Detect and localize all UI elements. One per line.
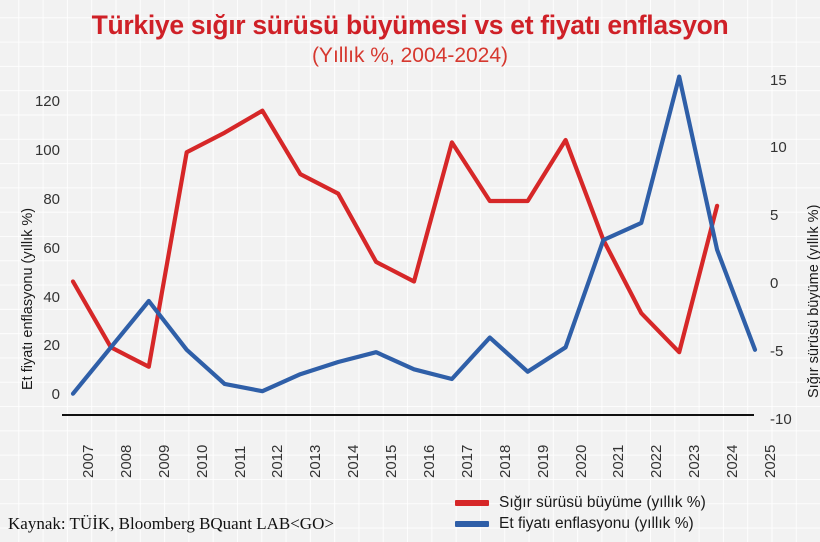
y-tick-left-40: 40 — [43, 288, 60, 306]
y-tick-right-15: 15 — [770, 71, 787, 89]
legend-item-1[interactable]: Et fiyatı enflasyonu (yıllık %) — [455, 513, 706, 534]
legend-label-1: Et fiyatı enflasyonu (yıllık %) — [499, 514, 694, 532]
x-tick-2020: 2020 — [572, 444, 590, 478]
x-tick-2018: 2018 — [496, 444, 514, 478]
line-sigir-surusu-buyume — [70, 108, 720, 369]
legend-label-0: Sığır sürüsü büyüme (yıllık %) — [499, 493, 706, 511]
x-axis-line — [62, 414, 754, 416]
chart-subtitle: (Yıllık %, 2004-2024) — [311, 44, 509, 67]
y-tick-left-0: 0 — [51, 386, 60, 404]
x-tick-2025: 2025 — [762, 444, 779, 478]
y-tick-left-80: 80 — [43, 190, 60, 208]
x-tick-2024: 2024 — [724, 444, 742, 478]
y-tick-left-120: 120 — [34, 93, 60, 111]
x-tick-2019: 2019 — [534, 444, 552, 478]
x-tick-2010: 2010 — [193, 444, 211, 478]
x-tick-2017: 2017 — [458, 444, 476, 478]
y-tick-right-0: 0 — [770, 274, 779, 292]
x-tick-2011: 2011 — [231, 445, 249, 478]
y-tick-right--5: -5 — [770, 342, 784, 360]
x-tick-2012: 2012 — [269, 444, 287, 478]
source-note: Kaynak: TÜİK, Bloomberg BQuant LAB<GO> — [8, 514, 334, 533]
y-tick-left-60: 60 — [43, 239, 60, 257]
y-tick-right-10: 10 — [770, 139, 787, 157]
y-tick-left-20: 20 — [43, 337, 60, 355]
line-et-fiyati-enflasyonu — [70, 74, 758, 396]
x-tick-2007: 2007 — [80, 444, 97, 478]
x-tick-2013: 2013 — [307, 444, 325, 478]
y-tick-left-100: 100 — [34, 142, 60, 160]
legend-swatch-icon-0 — [455, 499, 489, 506]
chart-title: Türkiye sığır sürüsü büyümesi vs et fiya… — [91, 10, 729, 40]
legend-item-0[interactable]: Sığır sürüsü büyüme (yıllık %) — [455, 492, 706, 513]
legend-swatch-icon-1 — [455, 520, 489, 527]
x-tick-2014: 2014 — [345, 444, 363, 478]
x-tick-2021: 2021 — [610, 444, 628, 478]
x-tick-2016: 2016 — [421, 444, 438, 478]
y-tick-right--10: -10 — [770, 410, 792, 428]
x-tick-2009: 2009 — [155, 444, 173, 478]
chart-legend: Sığır sürüsü büyüme (yıllık %) Et fiyatı … — [455, 492, 706, 534]
x-tick-2008: 2008 — [117, 444, 135, 478]
y-tick-right-5: 5 — [770, 207, 779, 225]
x-tick-2022: 2022 — [648, 444, 666, 478]
x-tick-2015: 2015 — [383, 444, 401, 478]
x-tick-2023: 2023 — [686, 444, 704, 478]
